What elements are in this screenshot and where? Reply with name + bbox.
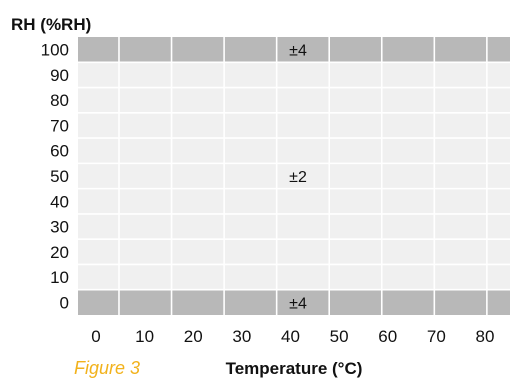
x-tick-label: 60 [378,327,397,346]
y-tick-label: 40 [50,192,69,211]
y-tick-label: 90 [50,66,69,85]
y-tick-label: 10 [50,268,69,287]
y-tick-label: 20 [50,243,69,262]
y-tick-label: 50 [50,167,69,186]
y-tick-label: 70 [50,116,69,135]
x-tick-label: 80 [476,327,495,346]
x-tick-label: 40 [281,327,300,346]
accuracy-bands [78,37,510,315]
x-tick-label: 20 [184,327,203,346]
x-tick-label: 0 [91,327,100,346]
y-tick-label: 30 [50,218,69,237]
x-tick-label: 70 [427,327,446,346]
y-tick-label: 60 [50,142,69,161]
accuracy-band-label: ±2 [289,169,307,186]
x-tick-label: 50 [330,327,349,346]
accuracy-band-label: ±4 [289,295,307,312]
x-axis-title: Temperature (°C) [226,359,363,378]
figure-caption: Figure 3 [74,358,140,378]
accuracy-band [78,37,510,63]
accuracy-band [78,62,510,290]
grid-lines [78,37,510,315]
accuracy-labels: ±4 ±2 ±4 [289,43,307,313]
accuracy-band-label: ±4 [289,43,307,60]
x-tick-label: 30 [232,327,251,346]
y-tick-label: 100 [41,41,69,60]
y-tick-label: 80 [50,91,69,110]
y-tick-label: 0 [60,293,69,312]
x-tick-labels: 0 10 20 30 40 50 60 70 80 [91,327,494,346]
accuracy-band [78,289,510,315]
x-tick-label: 10 [135,327,154,346]
y-axis-title: RH (%RH) [11,15,91,34]
